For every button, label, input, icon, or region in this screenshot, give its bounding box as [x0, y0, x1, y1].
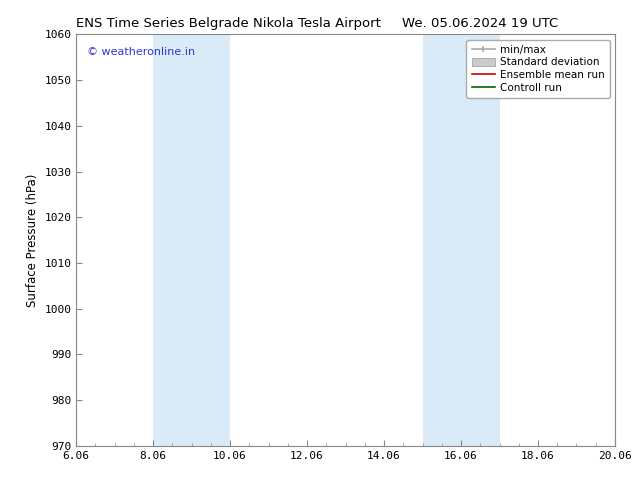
Legend: min/max, Standard deviation, Ensemble mean run, Controll run: min/max, Standard deviation, Ensemble me…	[467, 40, 610, 98]
Text: We. 05.06.2024 19 UTC: We. 05.06.2024 19 UTC	[402, 17, 558, 30]
Text: © weatheronline.in: © weatheronline.in	[87, 47, 195, 57]
Bar	[422, 34, 461, 446]
Bar	[153, 34, 230, 446]
Y-axis label: Surface Pressure (hPa): Surface Pressure (hPa)	[25, 173, 39, 307]
Text: ENS Time Series Belgrade Nikola Tesla Airport: ENS Time Series Belgrade Nikola Tesla Ai…	[76, 17, 381, 30]
Bar	[461, 34, 500, 446]
